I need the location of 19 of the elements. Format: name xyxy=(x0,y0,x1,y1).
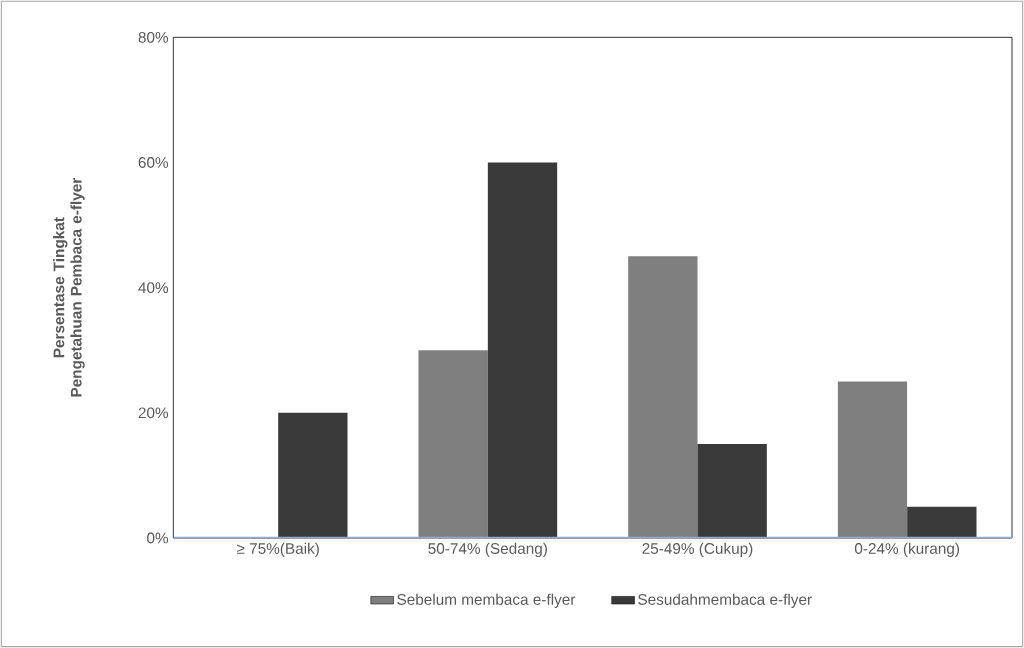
bar xyxy=(697,444,767,538)
legend-label: Sebelum membaca e-flyer xyxy=(397,593,576,608)
y-axis-title: Persentase Tingkat Pengetahuan Pembaca e-flyer xyxy=(53,177,85,397)
y-tick-label: 60% xyxy=(138,157,169,168)
bar xyxy=(487,162,558,538)
y-tick-label: 80% xyxy=(138,31,169,43)
bar xyxy=(907,506,977,538)
bar xyxy=(628,256,698,538)
bar xyxy=(418,350,488,538)
x-tick-label: ≥ 75%(Baik) xyxy=(236,542,319,557)
y-tick-label: 0% xyxy=(147,532,169,544)
bar xyxy=(837,381,908,538)
x-tick-label: 0-24% (kurang) xyxy=(854,542,960,557)
bar xyxy=(278,412,348,538)
y-tick-label: 20% xyxy=(138,407,169,419)
x-tick-label: 25-49% (Cukup) xyxy=(642,542,753,557)
x-tick-label: 50-74% (Sedang) xyxy=(428,542,547,557)
legend-label: Sesudahmembaca e-flyer xyxy=(638,593,812,608)
y-tick-label: 40% xyxy=(138,282,169,294)
